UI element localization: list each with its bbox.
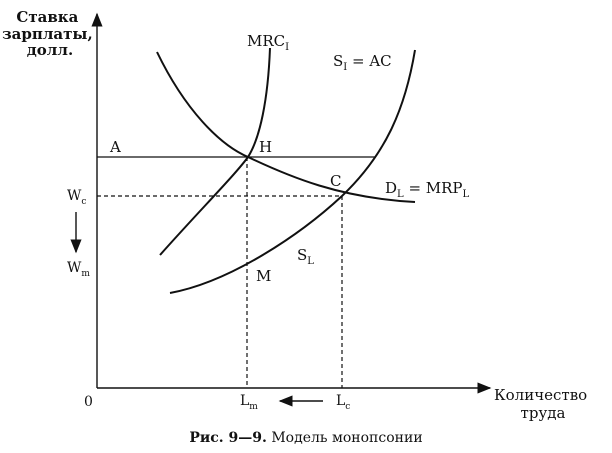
supply-ac-curve xyxy=(169,49,416,294)
supply-l-label: SL xyxy=(297,246,314,267)
demand-mrp-label: DL = MRPL xyxy=(385,179,470,200)
x-axis-title: Количество труда xyxy=(494,386,592,422)
origin-label: 0 xyxy=(84,394,93,410)
demand-mrp-curve xyxy=(156,51,416,203)
supply-ac-label: SI = AC xyxy=(333,52,392,73)
point-c-label: C xyxy=(330,172,341,190)
point-h-label: H xyxy=(259,138,272,156)
wm-label: Wm xyxy=(67,260,90,279)
mrc-curve xyxy=(159,47,271,256)
wc-label: Wc xyxy=(67,188,86,207)
mrc-label: MRCI xyxy=(247,32,289,53)
y-axis-title: Ставка зарплаты, долл. xyxy=(2,8,98,59)
lc-label: Lc xyxy=(336,393,350,412)
figure-caption: Рис. 9—9. Модель монопсонии xyxy=(189,430,422,446)
lm-label: Lm xyxy=(240,393,258,412)
point-a-label: A xyxy=(109,138,121,156)
point-m-label: M xyxy=(256,267,271,285)
